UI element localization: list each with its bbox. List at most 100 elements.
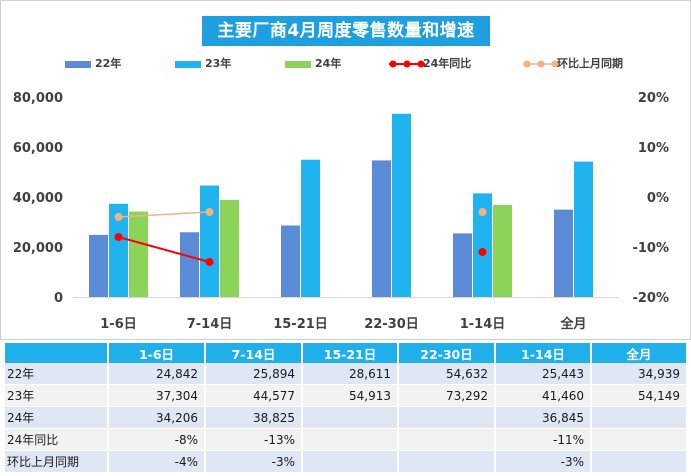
legend-label-yoy: 24年同比 [423, 57, 472, 70]
bar-22年 [281, 225, 300, 297]
chart-area: 0 20,000 40,000 60,000 80,000 20% 10% 0% -10% -20… [0, 0, 691, 340]
legend-swatch-23 [175, 61, 201, 68]
legend-label-23: 23年 [205, 57, 232, 70]
line-segment-环比上月同期 [118, 211, 210, 218]
point-24年同比 [205, 258, 214, 266]
bar-23年 [200, 185, 219, 297]
table-row: 23年 37,304 44,577 54,913 73,292 41,460 5… [5, 384, 686, 407]
table-header-cell: 15-21日 [302, 343, 399, 363]
table-cell: 25,443 [495, 363, 592, 385]
point-24年同比 [114, 233, 123, 241]
table-header-cell: 全月 [591, 343, 686, 363]
y-right-tick-label: 20% [638, 91, 669, 106]
point-环比上月同期 [478, 208, 487, 216]
table-cell: 24,842 [108, 363, 206, 385]
legend-label-mom: 环比上月同期 [557, 57, 623, 70]
x-category-label: 1-6日 [100, 317, 137, 332]
table-cell: 38,825 [205, 406, 303, 429]
y-left-tick-label: 20,000 [13, 241, 63, 256]
x-category-label: 7-14日 [187, 317, 233, 332]
legend-marker-mom [523, 60, 559, 68]
table-header-cell: 7-14日 [205, 343, 303, 363]
bar-22年 [372, 160, 391, 297]
bar-23年 [574, 161, 593, 297]
data-table: 1-6日 7-14日 15-21日 22-30日 1-14日 全月 22年 24… [5, 343, 686, 473]
table-cell: 41,460 [495, 384, 592, 407]
y-left-tick-label: 0 [54, 291, 63, 306]
table-header-cell: 22-30日 [398, 343, 496, 363]
table-header-cell: 1-6日 [108, 343, 206, 363]
table-cell [591, 428, 686, 451]
table-cell [398, 428, 496, 451]
table-cell [591, 450, 686, 473]
y-right-tick-label: 10% [638, 141, 669, 156]
table-cell: -13% [205, 428, 303, 451]
legend-marker-yoy [389, 60, 425, 68]
table-row: 22年 24,842 25,894 28,611 54,632 25,443 3… [5, 363, 686, 385]
x-category-label: 22-30日 [364, 317, 419, 332]
table-cell: 37,304 [108, 384, 206, 407]
point-环比上月同期 [205, 208, 214, 216]
x-category-label: 全月 [559, 316, 586, 332]
table-cell: -4% [108, 450, 206, 473]
table-header-cell [5, 343, 109, 363]
table-row: 环比上月同期 -4% -3% -3% [5, 450, 686, 473]
y-left-tick-label: 60,000 [13, 141, 63, 156]
bar-22年 [180, 232, 199, 297]
x-category-label: 1-14日 [460, 317, 506, 332]
bar-22年 [554, 209, 573, 297]
x-category-label: 15-21日 [273, 317, 328, 332]
bar-22年 [89, 234, 108, 297]
y-right-tick-label: -20% [632, 291, 669, 306]
bar-23年 [301, 159, 320, 297]
legend-label-22: 22年 [95, 57, 122, 70]
point-环比上月同期 [114, 213, 123, 221]
bar-23年 [109, 203, 128, 297]
point-24年同比 [478, 248, 487, 256]
table-row: 24年同比 -8% -13% -11% [5, 428, 686, 451]
row-label: 环比上月同期 [5, 450, 109, 473]
row-label: 22年 [5, 363, 109, 385]
table-cell: -8% [108, 428, 206, 451]
table-cell: 44,577 [205, 384, 303, 407]
y-right-tick-label: -10% [632, 241, 669, 256]
table-cell: 34,206 [108, 406, 206, 429]
bar-24年 [493, 204, 512, 297]
table-cell [591, 406, 686, 429]
line-segment-24年同比 [118, 236, 210, 263]
table-cell: 28,611 [302, 363, 399, 385]
legend-label-24: 24年 [315, 57, 342, 70]
legend-swatch-22 [65, 61, 91, 68]
y-right-tick-label: 0% [647, 191, 669, 206]
row-label: 23年 [5, 384, 109, 407]
table-cell: -3% [205, 450, 303, 473]
table-cell: -11% [495, 428, 592, 451]
y-left-tick-label: 40,000 [13, 191, 63, 206]
table-cell: 25,894 [205, 363, 303, 385]
table-cell: -3% [495, 450, 592, 473]
y-left-tick-label: 80,000 [13, 91, 63, 106]
table-cell [302, 450, 399, 473]
bar-24年 [220, 199, 239, 297]
bar-23年 [392, 113, 411, 298]
table-cell: 54,913 [302, 384, 399, 407]
chart-title: 主要厂商4月周度零售数量和增速 [202, 16, 490, 46]
row-label: 24年 [5, 406, 109, 429]
table-cell: 73,292 [398, 384, 496, 407]
table-cell: 54,632 [398, 363, 496, 385]
table-row: 24年 34,206 38,825 36,845 [5, 406, 686, 429]
bar-24年 [129, 211, 148, 297]
table-cell: 34,939 [591, 363, 686, 385]
table-cell [302, 428, 399, 451]
table-cell [302, 406, 399, 429]
bar-22年 [453, 233, 472, 297]
table-cell [398, 450, 496, 473]
table-cell: 36,845 [495, 406, 592, 429]
chart-canvas: 0 20,000 40,000 60,000 80,000 20% 10% 0% -10% -20… [13, 91, 669, 332]
row-label: 24年同比 [5, 428, 109, 451]
table-header-row: 1-6日 7-14日 15-21日 22-30日 1-14日 全月 [5, 343, 686, 363]
table-cell [398, 406, 496, 429]
bar-23年 [473, 193, 492, 297]
table-header-cell: 1-14日 [495, 343, 592, 363]
table-cell: 54,149 [591, 384, 686, 407]
